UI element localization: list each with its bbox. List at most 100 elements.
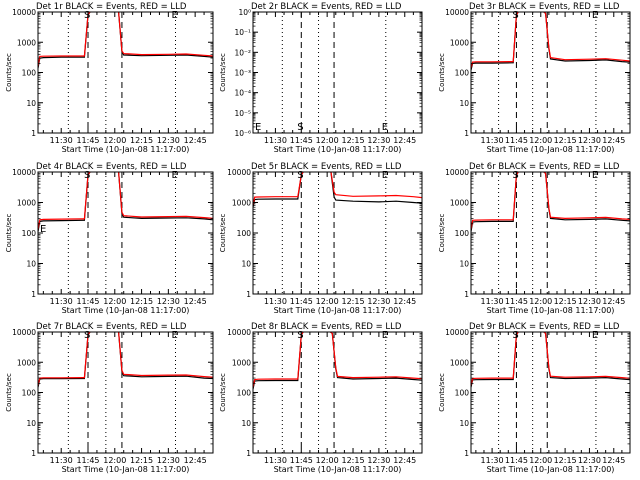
y-tick-label: 1000 [17, 358, 36, 367]
x-axis-title: Start Time (10-Jan-08 11:17:00) [274, 306, 402, 315]
series-line [471, 332, 630, 388]
y-tick-label: 1 [246, 449, 251, 458]
marker-label: S [512, 330, 518, 341]
chart-title: Det 9r BLACK = Events, RED = LLD [469, 322, 620, 332]
x-tick-label: 12:45 [602, 297, 625, 306]
series-group [471, 12, 630, 71]
x-tick-label: 12:30 [157, 456, 180, 465]
y-tick-label: 10000 [227, 328, 251, 337]
series-line [471, 12, 630, 69]
x-tick-label: 11:30 [50, 456, 73, 465]
chart-title: Det 3r BLACK = Events, RED = LLD [469, 2, 620, 12]
series-line [471, 172, 630, 230]
x-tick-label: 12:30 [157, 136, 180, 145]
y-tick-label: 10 [459, 99, 469, 108]
plot-frame [470, 11, 631, 134]
x-tick-label: 12:15 [341, 297, 364, 306]
y-tick-label: 10000 [445, 8, 469, 17]
x-tick-label: 12:45 [184, 136, 207, 145]
series-group [38, 12, 213, 69]
chart-title: Det 6r BLACK = Events, RED = LLD [469, 162, 620, 172]
series-group [253, 332, 422, 390]
marker-label: E [172, 170, 178, 181]
plot-frame [37, 331, 214, 454]
x-tick-label: 12:15 [130, 297, 153, 306]
y-tick-label: 10⁻⁶ [234, 129, 251, 138]
y-tick-label: 10⁻¹ [234, 28, 251, 37]
series-line [38, 332, 213, 386]
x-tick-label: 12:15 [341, 456, 364, 465]
series-group [38, 172, 213, 232]
series-line [253, 332, 422, 388]
y-axis-title: Counts/sec [438, 214, 446, 253]
y-tick-label: 100 [237, 389, 252, 398]
x-tick-label: 12:00 [103, 297, 126, 306]
marker-label: S [297, 330, 303, 341]
y-tick-label: 100 [455, 229, 470, 238]
y-tick-label: 10000 [227, 168, 251, 177]
x-tick-label: 12:00 [316, 136, 339, 145]
x-tick-label: 12:30 [578, 456, 601, 465]
x-tick-label: 12:30 [578, 297, 601, 306]
y-tick-label: 100 [22, 229, 37, 238]
series-line [38, 172, 213, 230]
y-tick-label: 100 [455, 69, 470, 78]
y-tick-label: 10 [459, 260, 469, 269]
series-line [471, 12, 630, 71]
x-axis-title: Start Time (10-Jan-08 11:17:00) [487, 145, 615, 154]
marker-label: E [592, 10, 598, 21]
x-tick-label: 12:00 [529, 456, 552, 465]
y-tick-label: 1000 [450, 358, 469, 367]
y-tick-label: 100 [237, 229, 252, 238]
y-tick-label: 100 [22, 69, 37, 78]
marker-label: E [382, 122, 388, 133]
y-tick-label: 10⁻⁵ [234, 109, 251, 118]
y-tick-label: 1 [31, 129, 36, 138]
y-tick-label: 1 [31, 449, 36, 458]
y-tick-label: 1000 [232, 358, 251, 367]
x-tick-label: 11:30 [50, 136, 73, 145]
y-axis-title: Counts/sec [5, 373, 13, 412]
y-tick-label: 1 [246, 290, 251, 299]
y-tick-label: 1 [464, 449, 469, 458]
series-line [253, 172, 422, 208]
y-tick-label: 10 [26, 419, 36, 428]
x-axis-title: Start Time (10-Jan-08 11:17:00) [62, 465, 190, 474]
y-tick-label: 10000 [12, 168, 36, 177]
chart-title: Det 1r BLACK = Events, RED = LLD [36, 2, 187, 12]
chart-title: Det 5r BLACK = Events, RED = LLD [251, 162, 402, 172]
x-tick-label: 11:30 [264, 136, 287, 145]
chart-title: Det 8r BLACK = Events, RED = LLD [251, 322, 402, 332]
plot-frame [252, 11, 423, 134]
x-tick-label: 12:30 [578, 136, 601, 145]
x-tick-label: 12:15 [554, 136, 577, 145]
y-tick-label: 1000 [17, 38, 36, 47]
y-tick-label: 1000 [450, 199, 469, 208]
marker-label: E [592, 170, 598, 181]
series-group [471, 332, 630, 388]
x-tick-label: 12:00 [316, 297, 339, 306]
series-line [38, 12, 213, 69]
y-tick-label: 100 [22, 389, 37, 398]
marker-label: S [84, 330, 90, 341]
y-tick-label: 10000 [12, 328, 36, 337]
x-tick-label: 11:45 [505, 456, 528, 465]
x-tick-label: 11:30 [481, 136, 504, 145]
x-tick-label: 12:15 [130, 456, 153, 465]
y-tick-label: 10⁰ [238, 8, 251, 17]
plot-frame [252, 331, 423, 454]
y-axis-title: Counts/sec [219, 53, 227, 92]
x-tick-label: 11:30 [50, 297, 73, 306]
x-axis-title: Start Time (10-Jan-08 11:17:00) [62, 145, 190, 154]
x-tick-label: 11:30 [481, 297, 504, 306]
y-tick-label: 10 [459, 419, 469, 428]
marker-label: S [84, 10, 90, 21]
chart-title: Det 4r BLACK = Events, RED = LLD [36, 162, 187, 172]
x-tick-label: 12:00 [316, 456, 339, 465]
x-tick-label: 12:15 [130, 136, 153, 145]
